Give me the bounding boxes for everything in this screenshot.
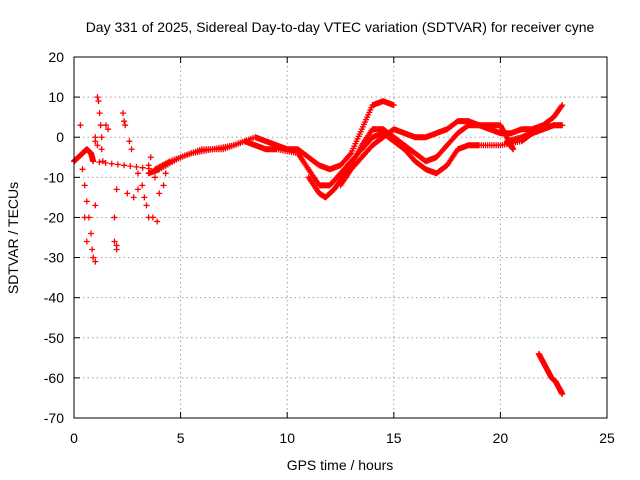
x-tick-label: 10 xyxy=(279,430,295,446)
early-scatter-point xyxy=(77,122,84,129)
y-tick-label: 20 xyxy=(48,49,64,65)
x-tick-label: 20 xyxy=(493,430,509,446)
track-a-point xyxy=(96,159,103,166)
early-scatter-point xyxy=(83,238,90,245)
early-scatter-point xyxy=(111,238,118,245)
early-scatter-point xyxy=(81,214,88,221)
tick-layer: 0 5 10 15 20 25 -70 -60 -50 -40 -30 -20 -10 0 10 20 xyxy=(44,49,615,446)
early-scatter-point xyxy=(97,122,104,129)
track-d-point xyxy=(550,122,557,129)
early-scatter-point xyxy=(89,246,96,253)
y-tick-label: -20 xyxy=(44,209,64,225)
chart-title: Day 331 of 2025, Sidereal Day-to-day VTE… xyxy=(86,19,595,35)
y-tick-label: -60 xyxy=(44,370,64,386)
early-scatter-point xyxy=(99,158,106,165)
early-scatter-point xyxy=(154,218,161,225)
early-scatter-point xyxy=(98,134,105,141)
early-scatter-point xyxy=(95,98,102,105)
x-axis-label: GPS time / hours xyxy=(287,457,394,473)
early-scatter-point xyxy=(143,202,150,209)
early-scatter-point xyxy=(105,126,112,133)
early-scatter-point xyxy=(124,190,131,197)
plot-frame xyxy=(73,56,608,419)
early-scatter-point xyxy=(111,214,118,221)
track-a-point xyxy=(139,164,146,171)
early-scatter-point xyxy=(121,118,128,125)
y-tick-label: -40 xyxy=(44,290,64,306)
y-tick-label: -50 xyxy=(44,330,64,346)
track-c-point xyxy=(559,102,566,109)
early-scatter-point xyxy=(139,182,146,189)
y-tick-label: -70 xyxy=(44,410,64,426)
early-scatter-point xyxy=(120,110,127,117)
early-scatter-point xyxy=(98,146,105,153)
early-scatter-point xyxy=(92,258,99,265)
y-tick-label: -10 xyxy=(44,169,64,185)
early-scatter-point xyxy=(92,202,99,209)
data-layer xyxy=(71,94,566,397)
early-scatter-point xyxy=(156,190,163,197)
y-tick-label: 0 xyxy=(56,129,64,145)
track-a-point xyxy=(90,158,97,165)
early-scatter-point xyxy=(83,198,90,205)
early-scatter-point xyxy=(92,138,99,145)
early-scatter-point xyxy=(141,194,148,201)
y-tick-label: 10 xyxy=(48,89,64,105)
early-scatter-point xyxy=(128,146,135,153)
early-scatter-point xyxy=(160,182,167,189)
early-scatter-point xyxy=(88,230,95,237)
track-a-point xyxy=(347,151,354,158)
x-tick-label: 15 xyxy=(386,430,402,446)
track-a-point xyxy=(121,162,128,169)
early-scatter-point xyxy=(145,162,152,169)
y-tick-label: -30 xyxy=(44,250,64,266)
late-outlier-point xyxy=(559,390,566,397)
early-scatter-point xyxy=(162,170,169,177)
track-a-point xyxy=(127,163,134,170)
track-a-point xyxy=(108,160,115,167)
early-scatter-point xyxy=(149,214,156,221)
early-scatter-point xyxy=(126,138,133,145)
early-scatter-point xyxy=(147,154,154,161)
track-a-point xyxy=(133,163,140,170)
early-scatter-point xyxy=(152,174,159,181)
early-scatter-point xyxy=(102,122,109,129)
x-tick-label: 25 xyxy=(599,430,615,446)
early-scatter-point xyxy=(94,142,101,149)
grid-layer xyxy=(74,57,607,418)
y-axis-label: SDTVAR / TECUs xyxy=(5,182,21,294)
early-scatter-point xyxy=(113,246,120,253)
early-scatter-point xyxy=(94,94,101,101)
track-b-point xyxy=(559,122,566,129)
track-a-point xyxy=(390,102,397,109)
x-tick-label: 5 xyxy=(177,430,185,446)
early-scatter-point xyxy=(79,166,86,173)
early-scatter-point xyxy=(113,186,120,193)
x-tick-label: 0 xyxy=(70,430,78,446)
early-scatter-point xyxy=(81,182,88,189)
early-scatter-point xyxy=(90,254,97,261)
early-scatter-point xyxy=(122,122,129,129)
early-scatter-point xyxy=(96,110,103,117)
early-scatter-point xyxy=(134,170,141,177)
early-scatter-point xyxy=(134,186,141,193)
early-scatter-point xyxy=(130,194,137,201)
track-a-point xyxy=(114,161,121,168)
track-c-point xyxy=(558,103,565,110)
